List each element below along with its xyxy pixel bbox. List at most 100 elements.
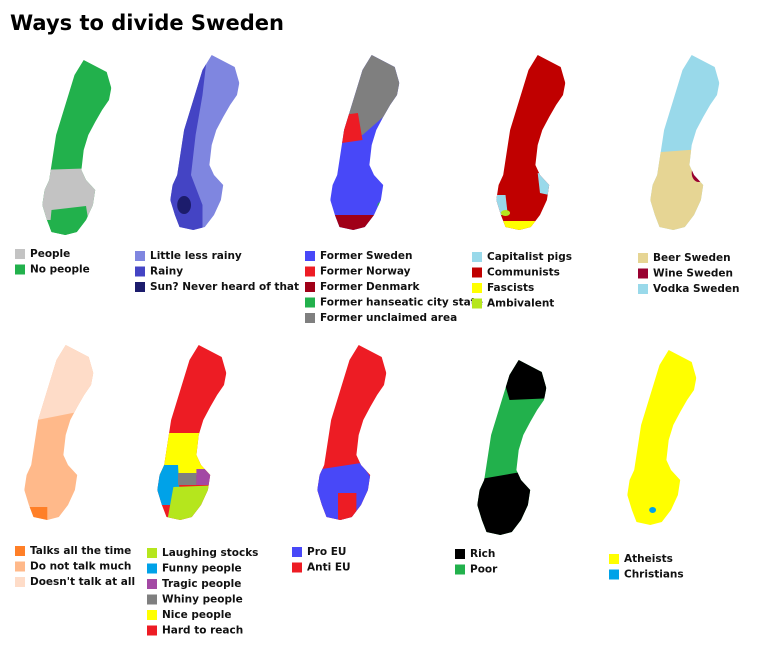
map-region [196,469,213,485]
legend-swatch [15,264,25,275]
map-region [337,493,357,520]
legend-label: Hard to reach [162,625,243,637]
map-regions [330,55,400,230]
legend-label: Christians [624,569,684,581]
legend-swatch [305,313,315,323]
legend-swatch [305,282,315,292]
legend-swatch [147,625,157,636]
map-region [649,507,657,513]
map-region [24,507,48,520]
map-region [330,215,386,230]
legend-swatch [135,251,145,261]
map [24,345,94,520]
legend-label: People [30,248,70,260]
legend-swatch [147,563,157,574]
map [170,55,240,230]
legend-swatch [609,554,619,564]
legend-label: Former Norway [320,266,411,278]
legend-swatch [472,252,482,262]
legend-label: Atheists [624,553,673,565]
legend-label: Tragic people [162,578,241,590]
legend-label: Little less rainy [150,250,242,262]
legend-label: Vodka Sweden [653,283,740,295]
legend-swatch [472,283,482,293]
legend-label: Former unclaimed area [320,312,457,324]
page-title: Ways to divide Sweden [10,11,284,35]
map-region [650,147,720,230]
legend-swatch [15,577,25,587]
legend-label: Sun? Never heard of that [150,281,299,293]
legend-swatch [305,297,315,308]
map-region [330,113,363,145]
map [330,55,400,230]
legend-label: Whiny people [162,594,243,606]
map-regions [627,350,697,525]
map [157,345,227,520]
legend-swatch [305,266,315,277]
legend-swatch [147,579,157,589]
legend-label: Do not talk much [30,561,131,573]
legend-label: Pro EU [307,546,346,558]
legend-swatch [455,549,465,559]
legend-swatch [472,298,482,309]
map-region [627,350,697,525]
legend-label: Former Denmark [320,281,421,293]
legend-label: Anti EU [307,562,351,574]
map-regions [157,345,227,520]
legend-swatch [15,249,25,259]
map-region [178,473,197,485]
legend-label: Former hanseatic city state [320,297,483,309]
map-region [500,210,511,216]
legend-label: Former Sweden [320,250,413,262]
map-region [49,206,91,235]
map-region [477,470,539,535]
map-region [330,55,400,135]
legend-label: Communists [487,267,560,279]
legend-swatch [638,268,648,279]
legend-swatch [638,253,648,263]
legend-swatch [292,547,302,557]
legend-swatch [135,282,145,292]
legend-label: Funny people [162,563,242,575]
map-region [377,202,385,208]
legend-swatch [455,564,465,575]
map-regions [477,360,547,535]
legend-label: Laughing stocks [162,547,258,559]
legend-label: Fascists [487,282,534,294]
legend-label: Capitalist pigs [487,251,572,263]
map [317,345,387,520]
legend-swatch [305,251,315,261]
legend-label: Beer Sweden [653,252,731,264]
legend-swatch [609,569,619,580]
map [477,360,547,535]
map-regions [42,60,112,235]
legend-label: Doesn't talk at all [30,576,135,588]
legend-label: Wine Sweden [653,268,733,280]
map-region [691,164,706,182]
legend-swatch [15,561,25,572]
legend-label: Nice people [162,609,231,621]
map-regions [24,345,94,520]
map [496,55,566,230]
legend-label: Ambivalent [487,298,554,310]
legend-swatch [147,610,157,620]
legend-swatch [15,546,25,556]
legend-label: Rich [470,548,495,560]
map-region [24,345,94,423]
legend-label: Poor [470,564,498,576]
legend-swatch [147,548,157,558]
legend-label: Rainy [150,266,183,278]
legend-label: Talks all the time [30,545,131,557]
map-region [499,221,540,230]
legend-swatch [147,594,157,605]
map-regions [496,55,566,230]
map [627,350,697,525]
legend-swatch [292,562,302,573]
map-regions [170,55,240,230]
legend-swatch [638,284,648,294]
legend-swatch [135,266,145,277]
map [650,55,720,230]
legend-label: No people [30,264,90,276]
map-regions [317,345,387,520]
